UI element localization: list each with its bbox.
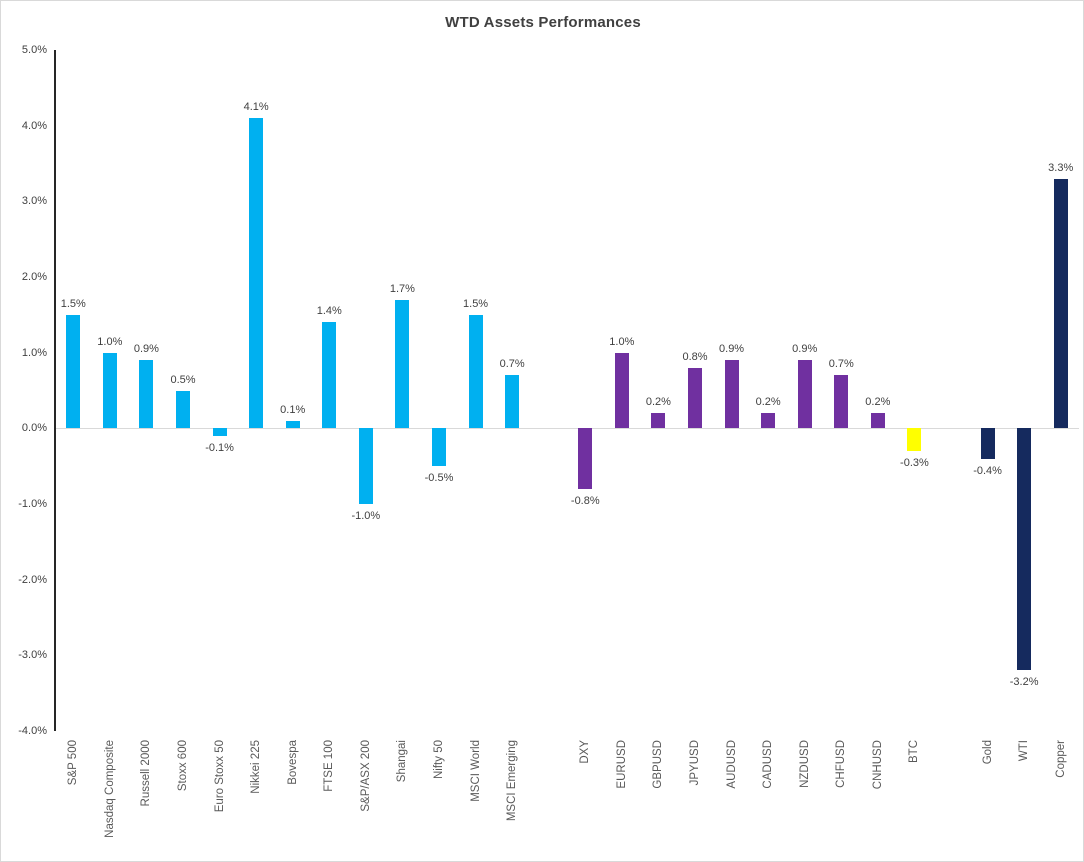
category-label-euro-stoxx-50: Euro Stoxx 50 [213,740,226,813]
value-label-shangai: 1.7% [389,282,415,295]
value-label-dxy: -0.8% [570,494,600,507]
bar-cadusd [761,413,776,429]
value-label-nikkei-225: 4.1% [243,101,269,114]
value-label-copper: 3.3% [1048,161,1074,174]
y-axis-line [54,50,56,731]
value-label-ftse-100: 1.4% [316,305,342,318]
bar-bovespa [285,420,300,429]
value-label-gbpusd: 0.2% [645,396,671,409]
category-label-shangai: Shangai [396,740,409,783]
category-label-eurusd: EURUSD [615,740,628,789]
bar-nifty-50 [432,428,446,467]
value-label-russell-2000: 0.9% [133,343,159,356]
value-label-gold: -0.4% [973,464,1002,477]
category-label-nasdaq-composite: Nasdaq Composite [103,740,116,838]
value-label-cadusd: 0.2% [755,396,781,409]
bar-s-p-500 [66,314,81,429]
category-label-russell-2000: Russell 2000 [140,740,153,807]
category-label-msci-emerging: MSCI Emerging [506,740,519,822]
category-label-copper: Copper [1054,740,1067,778]
bar-nasdaq-composite [102,352,117,429]
value-label-msci-emerging: 0.7% [499,358,525,371]
bar-dxy [578,428,593,489]
bar-jpyusd [688,367,702,429]
category-label-btc: BTC [908,740,921,763]
value-label-msci-world: 1.5% [463,297,489,310]
bar-s-p-asx-200 [358,428,373,504]
bar-stoxx-600 [176,390,190,429]
y-tick-label: -2.0% [18,573,47,586]
bar-audusd [724,360,739,429]
bar-msci-emerging [505,375,520,429]
category-label-gbpusd: GBPUSD [652,740,665,789]
chart-title: WTD Assets Performances [445,14,641,31]
value-label-s-p-500: 1.5% [60,297,86,310]
category-label-nikkei-225: Nikkei 225 [250,740,263,794]
value-label-cnhusd: 0.2% [865,396,891,409]
bar-ftse-100 [322,322,337,429]
bar-nikkei-225 [249,118,264,429]
value-label-stoxx-600: 0.5% [170,373,196,386]
value-label-s-p-asx-200: -1.0% [351,510,381,522]
y-tick-label: 2.0% [21,271,47,283]
bar-shangai [395,299,410,429]
category-label-bovespa: Bovespa [286,740,299,785]
category-label-nifty-50: Nifty 50 [433,740,445,779]
bar-russell-2000 [139,360,154,429]
value-label-bovespa: 0.1% [280,403,306,416]
y-tick-label: 0.0% [21,422,47,435]
y-tick-label: -1.0% [18,498,47,510]
bar-euro-stoxx-50 [212,428,227,436]
value-label-btc: -0.3% [900,457,929,470]
category-label-chfusd: CHFUSD [835,740,848,788]
category-label-stoxx-600: Stoxx 600 [177,740,189,792]
category-label-nzdusd: NZDUSD [798,740,811,788]
category-label-gold: Gold [981,740,994,765]
y-tick-label: 3.0% [21,195,47,208]
bar-eurusd [614,352,629,429]
category-label-wti: WTI [1018,740,1031,762]
value-label-wti: -3.2% [1009,676,1039,689]
category-label-msci-world: MSCI World [469,740,482,802]
value-label-jpyusd: 0.8% [682,350,708,363]
bar-wti [1017,428,1032,671]
value-label-audusd: 0.9% [719,343,745,356]
y-tick-label: -3.0% [18,649,47,662]
value-label-nasdaq-composite: 1.0% [97,335,123,348]
bar-copper [1053,178,1068,429]
value-label-nzdusd: 0.9% [792,343,818,356]
category-label-dxy: DXY [579,740,592,764]
bar-gold [980,428,995,459]
value-label-eurusd: 1.0% [609,335,635,348]
bar-gbpusd [651,413,666,429]
bar-btc [907,428,922,452]
category-label-cnhusd: CNHUSD [871,740,884,790]
value-label-nifty-50: -0.5% [424,472,454,485]
zero-gridline [56,428,1079,429]
value-label-euro-stoxx-50: -0.1% [205,441,234,454]
category-label-s-p-500: S&P 500 [67,740,80,786]
category-label-ftse-100: FTSE 100 [323,740,336,792]
category-label-audusd: AUDUSD [725,740,738,789]
category-label-jpyusd: JPYUSD [689,740,701,786]
bar-chfusd [834,375,849,429]
y-tick-label: 4.0% [21,119,47,132]
category-label-s-p-asx-200: S&P/ASX 200 [359,740,372,812]
y-tick-label: 5.0% [21,44,47,56]
bar-nzdusd [797,360,812,429]
y-tick-label: -4.0% [18,725,47,737]
bar-cnhusd [870,413,885,429]
bar-msci-world [468,314,483,429]
value-label-chfusd: 0.7% [828,358,854,371]
category-label-cadusd: CADUSD [762,740,775,789]
y-tick-label: 1.0% [21,346,47,359]
